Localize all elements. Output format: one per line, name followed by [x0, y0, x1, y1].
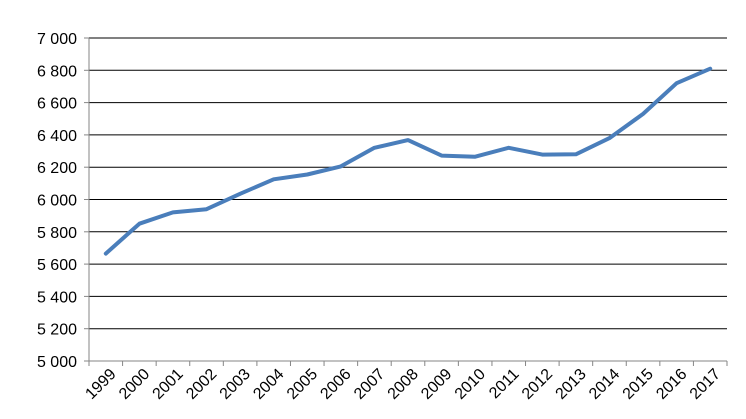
y-tick-label: 5 200 [37, 322, 77, 339]
x-tick-label: 2007 [351, 366, 388, 403]
x-axis-tick-labels: 1999200020012002200320042005200620072008… [82, 366, 724, 403]
y-tick-label: 5 600 [37, 257, 77, 274]
x-tick-label: 2000 [116, 366, 153, 403]
x-tick-label: 2015 [620, 366, 657, 403]
x-tick-label: 2009 [418, 366, 455, 403]
x-tick-label: 2012 [519, 366, 556, 403]
x-tick-label: 2014 [586, 366, 623, 403]
y-tick-label: 6 400 [37, 128, 77, 145]
x-tick-label: 2013 [553, 366, 590, 403]
y-tick-label: 5 000 [37, 354, 77, 371]
y-tick-label: 6 600 [37, 96, 77, 113]
x-tick-label: 1999 [82, 366, 119, 403]
x-tick-label: 2011 [486, 366, 522, 402]
x-tick-label: 2001 [150, 366, 187, 403]
x-tick-label: 2005 [284, 366, 321, 403]
series-line [103, 66, 713, 256]
axes [88, 38, 728, 366]
x-tick-label: 2008 [385, 366, 422, 403]
y-tick-label: 6 800 [37, 63, 77, 80]
y-tick-label: 6 200 [37, 160, 77, 177]
x-tick-label: 2006 [317, 366, 354, 403]
x-tick-label: 2002 [183, 366, 220, 403]
x-tick-label: 2010 [452, 366, 489, 403]
y-tick-label: 7 000 [37, 31, 77, 48]
x-tick-label: 2017 [687, 366, 724, 403]
y-tick-label: 5 400 [37, 289, 77, 306]
gridlines [84, 37, 727, 362]
y-tick-label: 5 800 [37, 225, 77, 242]
x-tick-label: 2003 [217, 366, 254, 403]
y-axis-tick-labels: 5 000 5 200 5 400 5 600 5 800 6 000 6 200 6 400… [37, 31, 77, 371]
x-tick-label: 2004 [250, 366, 287, 403]
series-group [103, 66, 713, 256]
x-tick-label: 2016 [653, 366, 690, 403]
y-tick-label: 6 000 [37, 193, 77, 210]
